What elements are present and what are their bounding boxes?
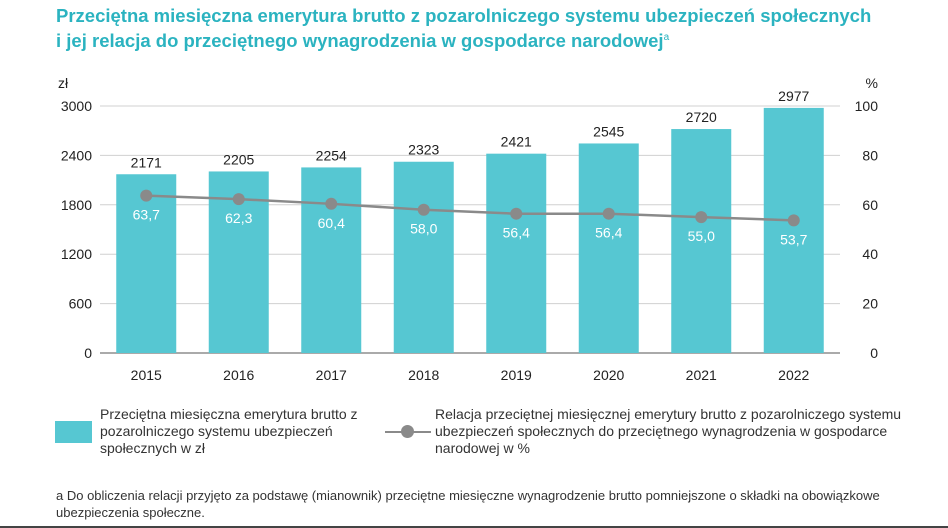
ratio-value-label: 60,4 (318, 215, 345, 231)
ratio-value-label: 62,3 (225, 210, 252, 226)
bar-value-label: 2205 (223, 151, 254, 167)
y-right-tick-label: 40 (862, 246, 878, 262)
title-line-1: Przeciętna miesięczna emerytura brutto z… (56, 5, 872, 26)
legend-bar-swatch (55, 421, 92, 443)
x-tick-label: 2019 (501, 367, 532, 383)
ratio-point (140, 189, 153, 202)
x-tick-label: 2015 (131, 367, 162, 383)
x-tick-label: 2021 (686, 367, 717, 383)
title-line-2: i jej relacja do przeciętnego wynagrodze… (56, 30, 664, 52)
ratio-value-label: 55,0 (688, 228, 715, 244)
bar-value-label: 2720 (686, 109, 717, 125)
y-right-tick-label: 0 (870, 345, 878, 361)
bar-value-label: 2977 (778, 88, 809, 104)
footnote: a Do obliczenia relacji przyjęto za pods… (56, 488, 880, 520)
ratio-point (417, 203, 430, 216)
y-left-tick-label: 1800 (61, 197, 92, 213)
ratio-value-label: 56,4 (595, 225, 622, 241)
ratio-point (602, 207, 615, 220)
bar (486, 153, 547, 353)
bar (301, 167, 362, 353)
bar (763, 107, 824, 353)
bottom-rule (0, 526, 948, 528)
ratio-value-label: 58,0 (410, 221, 437, 237)
ratio-point (510, 207, 523, 220)
ratio-point (325, 197, 338, 210)
bar-value-label: 2421 (501, 134, 532, 150)
ratio-value-label: 63,7 (133, 207, 160, 223)
y-right-tick-label: 20 (862, 296, 878, 312)
ratio-point (695, 211, 708, 224)
ratio-point (787, 214, 800, 227)
bar (393, 161, 454, 353)
chart-title: Przeciętna miesięczna emerytura brutto z… (56, 5, 936, 52)
y-right-unit: % (866, 75, 878, 91)
legend-line-marker (401, 425, 414, 438)
y-left-tick-label: 3000 (61, 98, 92, 114)
legend-line-label: Relacja przeciętnej miesięcznej emerytur… (435, 406, 902, 456)
x-tick-label: 2022 (778, 367, 809, 383)
ratio-point (232, 193, 245, 206)
y-right-tick-label: 100 (855, 98, 879, 114)
x-tick-label: 2020 (593, 367, 624, 383)
y-left-tick-label: 0 (84, 345, 92, 361)
bar (578, 143, 639, 353)
bar-value-label: 2254 (316, 147, 347, 163)
x-tick-label: 2017 (316, 367, 347, 383)
bar-value-label: 2323 (408, 142, 439, 158)
y-left-tick-label: 1200 (61, 246, 92, 262)
bar (116, 174, 177, 353)
legend-bar-label: Przeciętna miesięczna emerytura brutto z… (100, 406, 358, 456)
bar-value-label: 2171 (131, 154, 162, 170)
ratio-value-label: 53,7 (780, 231, 807, 247)
x-tick-label: 2016 (223, 367, 254, 383)
x-tick-label: 2018 (408, 367, 439, 383)
ratio-line (146, 194, 794, 222)
bar (671, 129, 732, 353)
chart-canvas: 0 0 600 20 1200 40 1800 60 2400 80 3000 100 zł % 2171 2… (58, 75, 879, 383)
ratio-value-label: 56,4 (503, 225, 530, 241)
title-note-mark: a (663, 32, 670, 43)
y-left-tick-label: 600 (69, 296, 93, 312)
y-left-unit: zł (58, 75, 69, 91)
bar-value-label: 2545 (593, 123, 624, 139)
y-right-tick-label: 60 (862, 197, 878, 213)
y-left-tick-label: 2400 (61, 147, 92, 163)
y-right-tick-label: 80 (862, 147, 878, 163)
